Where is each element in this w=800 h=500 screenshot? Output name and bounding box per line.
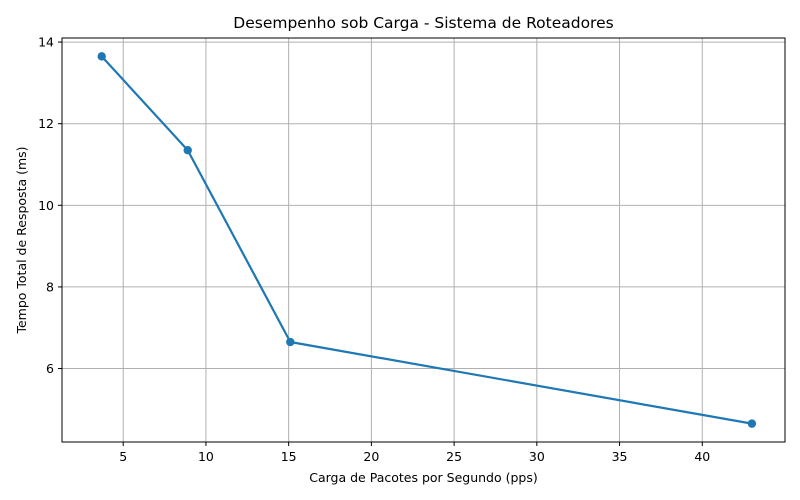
plot-frame [61,37,786,443]
y-tick-label: 10 [38,198,54,213]
series-layer [97,52,757,428]
grid-layer [62,38,785,442]
x-tick-label: 40 [694,449,710,464]
y-tick-label: 8 [46,279,54,294]
x-tick-label: 10 [198,449,214,464]
y-axis-label: Tempo Total de Resposta (ms) [14,146,29,334]
data-point [183,146,192,155]
x-tick-label: 5 [119,449,127,464]
x-tick-label: 35 [612,449,628,464]
x-tick-label: 20 [363,449,379,464]
y-tick-label: 6 [46,361,54,376]
chart-title: Desempenho sob Carga - Sistema de Rotead… [233,14,613,32]
data-point [747,419,757,428]
y-tick-label: 12 [38,116,54,131]
x-tick-label: 25 [446,449,462,464]
y-tick-label: 14 [38,35,54,50]
x-tick-label: 15 [281,449,297,464]
x-tick-label: 30 [529,449,545,464]
series-line [100,55,754,425]
data-point [97,52,106,61]
x-axis-label: Carga de Pacotes por Segundo (pps) [309,470,538,485]
tick-layer: 5 10 15 20 25 30 35 40 6 8 10 12 14 [38,35,710,464]
data-point [286,337,295,347]
